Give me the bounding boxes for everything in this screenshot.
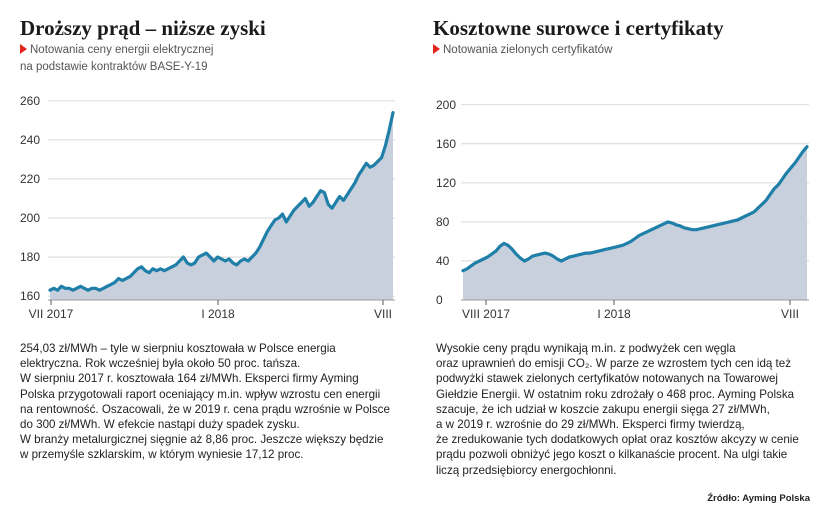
text-line: szacuje, że ich udział w koszcie zakupu … — [436, 402, 770, 416]
text-line: prądu pozwoli obniżyć jego koszt o kilka… — [436, 448, 788, 462]
x-tick-label: I 2018 — [201, 307, 235, 321]
triangle-marker-icon — [433, 44, 440, 54]
text-line: w przemyśle szklarskim, w którym wyniesi… — [20, 448, 304, 462]
triangle-marker-icon — [20, 44, 27, 54]
y-tick-label: 260 — [20, 94, 40, 108]
subtitle-line-1: Notowania ceny energii elektrycznej — [30, 44, 214, 56]
text-line: do 300 zł/MWh. W efekcie nastąpi duży sp… — [20, 418, 300, 432]
y-tick-label: 220 — [20, 172, 40, 186]
energy-article-text: 254,03 zł/MWh – tyle w sierpniu kosztowa… — [20, 341, 405, 463]
area-fill — [50, 112, 393, 300]
x-tick-label: I 2018 — [597, 307, 631, 321]
text-line: W sierpniu 2017 r. kosztowała 164 zł/MWh… — [20, 372, 359, 386]
panel-green-certificates: Kosztowne surowce i certyfikaty Notowani… — [415, 0, 830, 520]
x-tick-label: VIII 2017 — [462, 307, 510, 321]
x-tick-label: VII 2017 — [29, 307, 74, 321]
y-tick-label: 180 — [20, 250, 40, 264]
y-tick-label: 200 — [436, 98, 456, 112]
text-line: 254,03 zł/MWh – tyle w sierpniu kosztowa… — [20, 342, 336, 355]
y-tick-label: 160 — [436, 137, 456, 151]
green-certificates-chart: 0 40 80 120 160 200 VIII 2017 I 2018 VIII — [436, 98, 809, 321]
certificates-article-text: Wysokie ceny prądu wynikają m.in. z podw… — [436, 341, 828, 478]
y-tick-label: 80 — [436, 215, 450, 229]
subtitle-line-2: na podstawie kontraktów BASE-Y-19 — [20, 61, 208, 73]
series-line — [48, 111, 395, 292]
text-line: oraz uprawnień do emisji CO₂. W parze ze… — [436, 357, 792, 371]
y-tick-label: 240 — [20, 133, 40, 147]
text-line: podwyżki stawek zielonych certyfikatów n… — [436, 372, 778, 386]
text-line: Wysokie ceny prądu wynikają m.in. z podw… — [436, 342, 736, 355]
text-line: Giełdzie Energii. W ostatnim roku zdroża… — [436, 387, 795, 401]
chart-subtitle: Notowania ceny energii elektrycznej — [20, 44, 213, 56]
y-tick-label: 200 — [20, 211, 40, 225]
subtitle-line-1: Notowania zielonych certyfikatów — [443, 44, 613, 56]
y-tick-label: 160 — [20, 289, 40, 303]
text-line: na rentowność. Oszacowali, że w 2019 r. … — [20, 402, 390, 416]
x-tick-label: VIII — [781, 307, 799, 321]
y-tick-label: 40 — [436, 254, 450, 268]
x-tick-label: VIII — [374, 307, 392, 321]
text-line: elektryczna. Rok wcześniej była około 50… — [20, 357, 301, 371]
panel-energy-price: Droższy prąd – niższe zyski Notowania ce… — [0, 0, 410, 520]
y-tick-label: 120 — [436, 176, 456, 190]
text-line: a w 2019 r. wzrośnie do 29 zł/MWh. Ekspe… — [436, 418, 745, 432]
chart-subtitle: Notowania zielonych certyfikatów — [433, 44, 612, 56]
source-note: Źródło: Ayming Polska — [707, 493, 810, 504]
area-fill — [463, 146, 807, 300]
chart-title: Droższy prąd – niższe zyski — [20, 16, 266, 40]
y-tick-label: 0 — [436, 293, 443, 307]
energy-price-chart: 160 180 200 220 240 260 VII 2017 I 2018 VIII — [20, 94, 395, 321]
text-line: Polska przygotowali raport oceniający m.… — [20, 387, 381, 401]
text-line: W branży metalurgicznej sięgnie aż 8,86 … — [20, 433, 384, 447]
series-line — [461, 145, 809, 273]
text-line: że zredukowanie tych dodatkowych opłat o… — [436, 433, 799, 447]
text-line: liczą przedsiębiorcy energochłonni. — [436, 463, 617, 477]
chart-title: Kosztowne surowce i certyfikaty — [433, 16, 724, 40]
